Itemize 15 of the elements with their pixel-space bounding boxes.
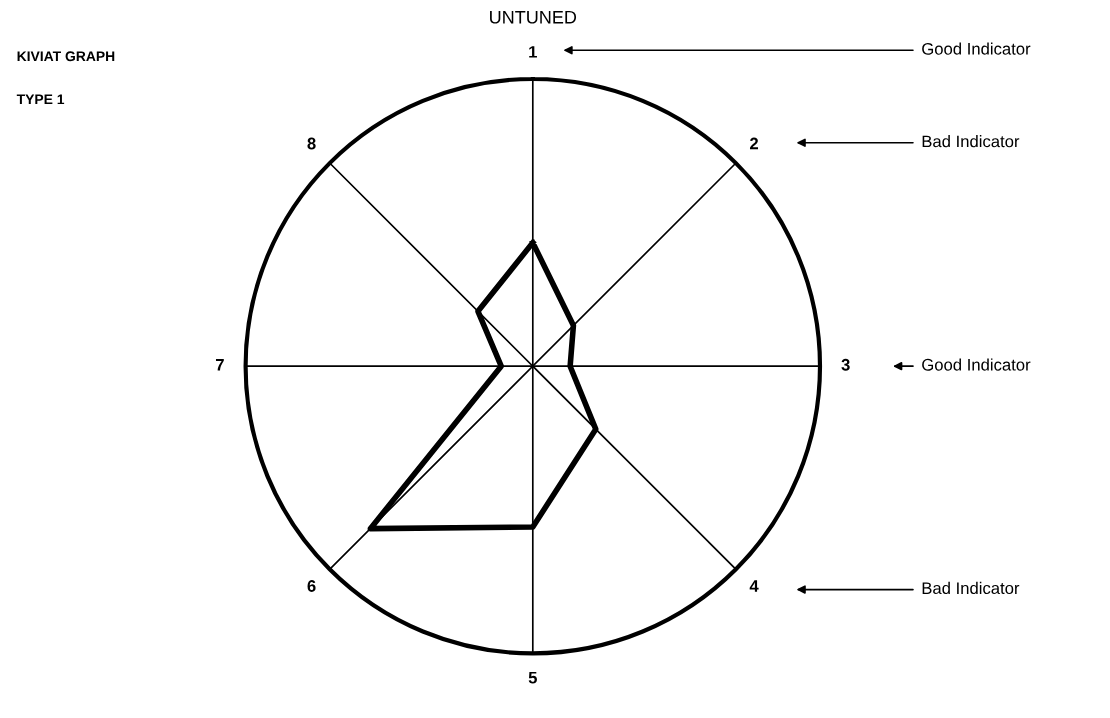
spoke-label: 4 bbox=[749, 580, 759, 592]
chart-title: UNTUNED bbox=[490, 11, 577, 24]
text: Good Indicator bbox=[922, 358, 1031, 371]
text: Bad Indicator bbox=[922, 581, 1020, 595]
spoke-label: 3 bbox=[841, 358, 850, 371]
spoke-label: 6 bbox=[307, 580, 316, 592]
text: TYPE 1 bbox=[16, 94, 65, 105]
spoke-label: 5 bbox=[528, 671, 537, 684]
text: KIVIAT GRAPH bbox=[17, 51, 115, 62]
spoke-label: 1 bbox=[529, 46, 537, 58]
spoke-label: 7 bbox=[215, 359, 224, 371]
spoke-label: 8 bbox=[307, 137, 316, 150]
text: Bad Indicator bbox=[922, 135, 1020, 148]
spoke-label: 2 bbox=[749, 137, 759, 150]
text: Good Indicator bbox=[922, 42, 1031, 55]
